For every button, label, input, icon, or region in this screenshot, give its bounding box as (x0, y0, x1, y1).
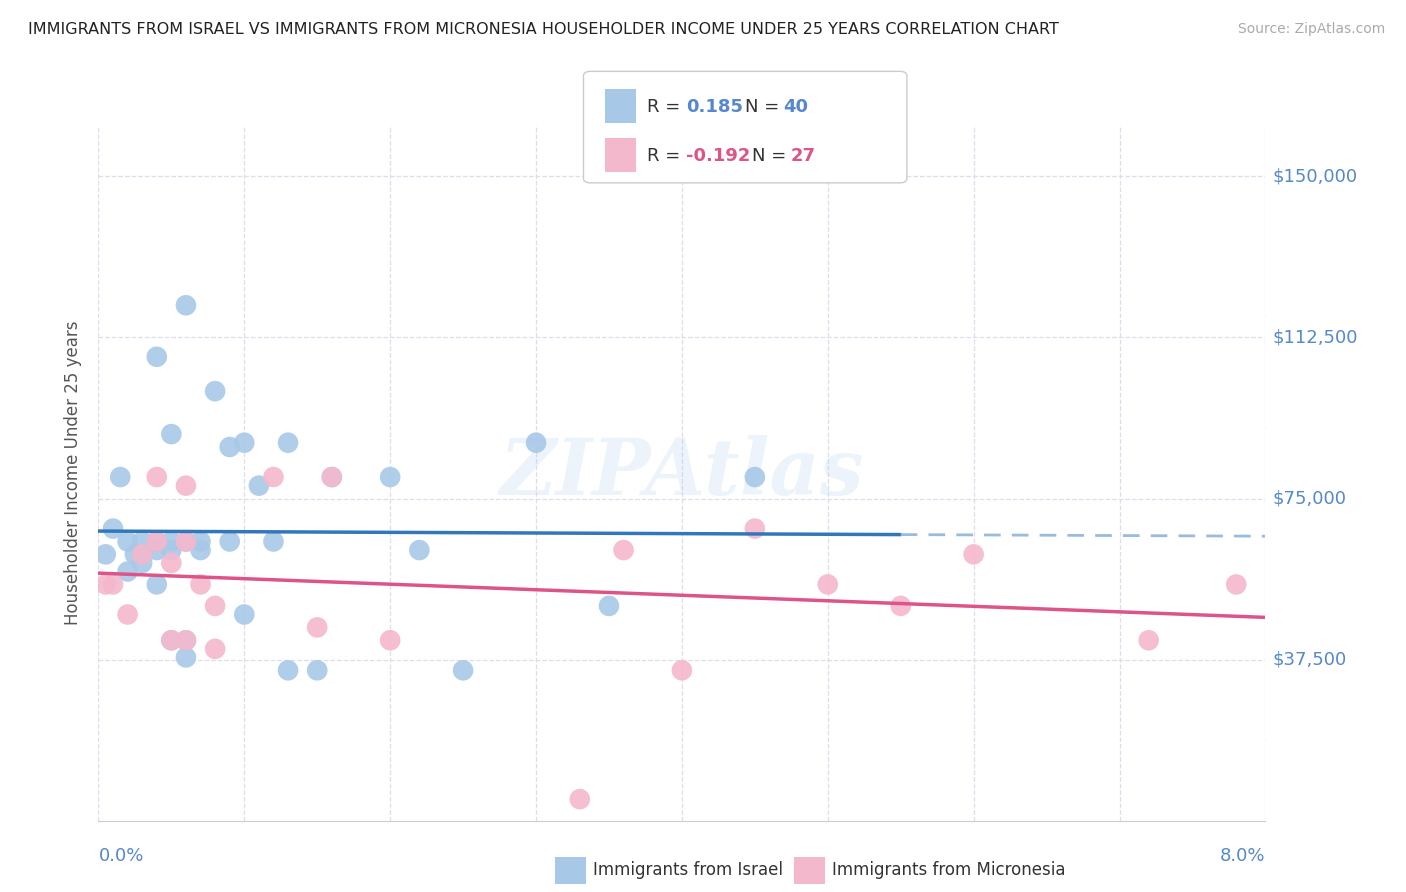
Point (612, 543, 634, 558)
Point (262, 534, 284, 549)
Point (146, 534, 169, 549)
Point (146, 577, 169, 591)
Text: 0.0%: 0.0% (98, 847, 143, 865)
Text: $37,500: $37,500 (1272, 650, 1347, 669)
Point (233, 435, 256, 450)
Point (131, 534, 153, 549)
Point (174, 298, 197, 312)
Point (568, 792, 591, 806)
Point (117, 534, 139, 549)
Point (160, 633, 183, 648)
Point (160, 427, 183, 442)
Point (817, 577, 839, 591)
Point (671, 663, 693, 677)
Text: N =: N = (745, 97, 785, 116)
Point (160, 534, 183, 549)
Point (378, 470, 402, 484)
Point (451, 663, 474, 677)
Point (94, 577, 117, 591)
Point (174, 534, 197, 549)
Text: $75,000: $75,000 (1272, 490, 1347, 508)
Point (190, 534, 212, 549)
Text: IMMIGRANTS FROM ISRAEL VS IMMIGRANTS FROM MICRONESIA HOUSEHOLDER INCOME UNDER 25: IMMIGRANTS FROM ISRAEL VS IMMIGRANTS FRO… (28, 22, 1059, 37)
Text: $112,500: $112,500 (1272, 328, 1358, 346)
Point (110, 470, 132, 484)
Point (204, 641, 226, 656)
Point (321, 470, 343, 484)
Point (190, 577, 212, 591)
Point (307, 620, 329, 634)
Point (146, 470, 169, 484)
Point (262, 470, 284, 484)
Text: 0.185: 0.185 (686, 97, 744, 116)
Point (94, 547, 117, 561)
Point (131, 556, 153, 570)
Point (124, 547, 146, 561)
Point (146, 534, 169, 549)
Point (131, 547, 153, 561)
Point (160, 543, 183, 558)
Point (598, 599, 620, 613)
Text: 40: 40 (783, 97, 808, 116)
Point (190, 543, 212, 558)
Point (160, 556, 183, 570)
Point (247, 478, 270, 492)
Text: Immigrants from Israel: Immigrants from Israel (593, 861, 783, 879)
Text: N =: N = (752, 147, 792, 165)
Text: 8.0%: 8.0% (1220, 847, 1265, 865)
Point (174, 534, 197, 549)
Point (101, 577, 124, 591)
Point (218, 534, 240, 549)
Point (378, 633, 402, 648)
Point (174, 650, 197, 665)
Point (744, 470, 766, 484)
Point (117, 607, 139, 622)
Point (524, 435, 547, 450)
Point (101, 522, 124, 536)
Point (277, 435, 299, 450)
Point (233, 607, 256, 622)
Point (131, 547, 153, 561)
Point (174, 633, 197, 648)
Point (277, 663, 299, 677)
Text: Source: ZipAtlas.com: Source: ZipAtlas.com (1237, 22, 1385, 37)
Point (218, 440, 240, 454)
Text: R =: R = (647, 147, 686, 165)
Point (321, 470, 343, 484)
Point (146, 543, 169, 558)
Point (204, 599, 226, 613)
Point (146, 350, 169, 364)
Point (744, 522, 766, 536)
Point (307, 663, 329, 677)
Point (174, 633, 197, 648)
Text: 27: 27 (790, 147, 815, 165)
Point (1137, 633, 1160, 648)
Point (117, 565, 139, 579)
Point (890, 599, 912, 613)
Point (160, 633, 183, 648)
Text: -0.192: -0.192 (686, 147, 751, 165)
Text: ZIPAtlas: ZIPAtlas (499, 434, 865, 511)
Point (1225, 577, 1247, 591)
Text: $150,000: $150,000 (1272, 168, 1358, 186)
Y-axis label: Householder Income Under 25 years: Householder Income Under 25 years (65, 320, 83, 625)
Text: Immigrants from Micronesia: Immigrants from Micronesia (832, 861, 1066, 879)
Point (204, 384, 226, 399)
Text: R =: R = (647, 97, 686, 116)
Point (174, 478, 197, 492)
Point (408, 543, 430, 558)
Point (962, 547, 984, 561)
